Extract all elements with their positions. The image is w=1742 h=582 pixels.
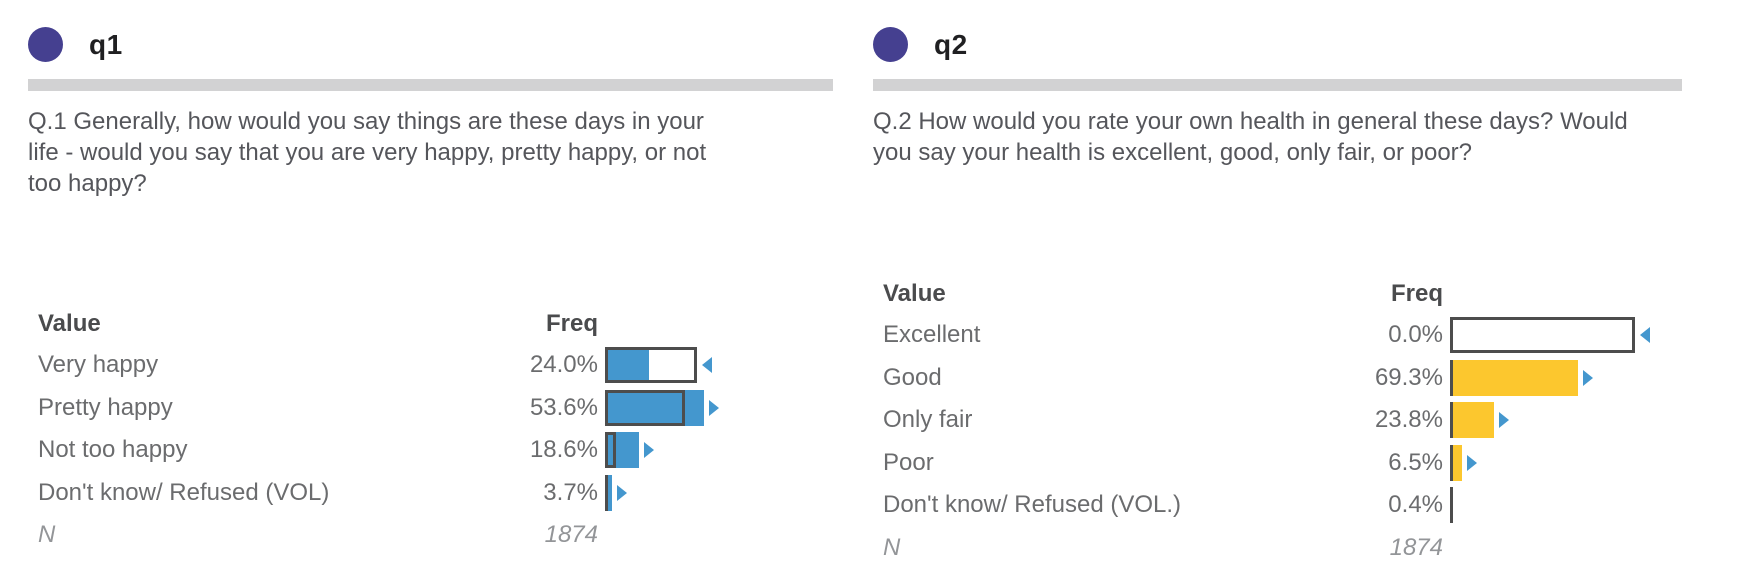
bar-fill <box>605 347 650 384</box>
table-row: Pretty happy 53.6% <box>28 387 833 430</box>
change-marker-right-icon <box>616 484 627 501</box>
table-row: Good 69.3% <box>873 357 1682 400</box>
frequency-table: Value Freq Very happy 24.0% Pretty happy 53… <box>28 310 833 557</box>
value-label: Poor <box>883 448 934 476</box>
bar-fill <box>605 474 612 511</box>
reference-box <box>605 474 608 511</box>
question-card-q1: q1 Q.1 Generally, how would you say thin… <box>28 0 833 582</box>
table-header-row: Value Freq <box>873 280 1682 314</box>
bar-column-spacer <box>605 310 833 346</box>
freq-value: 24.0% <box>529 351 598 379</box>
variable-name[interactable]: q2 <box>934 28 968 60</box>
table-row: Don't know/ Refused (VOL) 3.7% <box>28 472 833 515</box>
freq-bar[interactable] <box>1450 317 1682 354</box>
table-row: Don't know/ Refused (VOL.) 0.4% <box>873 484 1682 527</box>
bar-column-spacer <box>1450 280 1682 316</box>
variable-type-icon[interactable] <box>873 27 908 62</box>
change-marker-right-icon <box>644 442 655 459</box>
n-value: 1874 <box>544 521 598 549</box>
header-divider <box>873 79 1682 91</box>
bar-fill <box>1450 444 1463 481</box>
freq-value: 23.8% <box>1374 406 1443 434</box>
question-text: Q.1 Generally, how would you say things … <box>28 108 707 197</box>
freq-bar[interactable] <box>605 432 833 469</box>
reference-box <box>1450 402 1453 439</box>
reference-box <box>605 389 685 426</box>
table-row: Excellent 0.0% <box>873 314 1682 357</box>
freq-value: 6.5% <box>1388 448 1443 476</box>
value-column-header: Value <box>883 280 946 307</box>
n-row: N 1874 <box>28 514 833 557</box>
reference-box <box>1450 359 1453 396</box>
change-marker-left-icon <box>1640 327 1650 344</box>
question-text: Q.2 How would you rate your own health i… <box>873 108 1628 166</box>
value-label: Don't know/ Refused (VOL) <box>38 478 330 506</box>
value-label: Don't know/ Refused (VOL.) <box>883 491 1182 519</box>
bar-fill <box>1450 402 1495 439</box>
freq-bar[interactable] <box>1450 444 1682 481</box>
table-body: Excellent 0.0% Good 69.3% Only fair 23.8% Poor… <box>873 314 1682 527</box>
card-header: q1 <box>28 27 123 62</box>
frequency-table: Value Freq Excellent 0.0% Good 69.3% Only fa… <box>873 280 1682 569</box>
bar-fill <box>1450 359 1579 396</box>
freq-value: 0.0% <box>1388 321 1443 349</box>
reference-box <box>1450 444 1453 481</box>
n-label: N <box>38 521 56 549</box>
freq-bar[interactable] <box>1450 487 1682 524</box>
freq-column-header: Freq <box>1390 280 1443 307</box>
freq-value: 0.4% <box>1388 491 1443 519</box>
table-body: Very happy 24.0% Pretty happy 53.6% Not too … <box>28 344 833 514</box>
header-divider <box>28 79 833 91</box>
variable-name[interactable]: q1 <box>89 28 123 60</box>
value-label: Not too happy <box>38 436 188 464</box>
change-marker-right-icon <box>1583 369 1594 386</box>
value-label: Very happy <box>38 351 159 379</box>
change-marker-right-icon <box>1499 412 1510 429</box>
freq-value: 3.7% <box>543 478 598 506</box>
freq-bar[interactable] <box>1450 402 1682 439</box>
table-row: Very happy 24.0% <box>28 344 833 387</box>
freq-bar[interactable] <box>605 389 833 426</box>
n-value: 1874 <box>1389 533 1443 561</box>
variable-type-icon[interactable] <box>28 27 63 62</box>
freq-column-header: Freq <box>545 310 598 337</box>
freq-value: 69.3% <box>1374 363 1443 391</box>
reference-box <box>1450 487 1453 524</box>
value-label: Excellent <box>883 321 981 349</box>
reference-box <box>1450 317 1635 354</box>
freq-bar[interactable] <box>1450 359 1682 396</box>
question-card-q2: q2 Q.2 How would you rate your own healt… <box>873 0 1682 582</box>
table-row: Only fair 23.8% <box>873 399 1682 442</box>
n-row: N 1874 <box>873 527 1682 570</box>
change-marker-left-icon <box>701 357 712 374</box>
bar-fill <box>605 389 705 426</box>
value-label: Only fair <box>883 406 973 434</box>
n-label: N <box>883 533 901 561</box>
reference-box <box>605 347 697 384</box>
table-row: Not too happy 18.6% <box>28 429 833 472</box>
change-marker-right-icon <box>1467 454 1478 471</box>
value-column-header: Value <box>38 310 101 337</box>
freq-bar[interactable] <box>605 474 833 511</box>
bar-fill <box>605 432 640 469</box>
freq-value: 53.6% <box>529 393 598 421</box>
card-header: q2 <box>873 27 968 62</box>
value-label: Good <box>883 363 942 391</box>
freq-bar[interactable] <box>605 347 833 384</box>
value-label: Pretty happy <box>38 393 173 421</box>
reference-box <box>605 432 616 469</box>
table-header-row: Value Freq <box>28 310 833 344</box>
freq-value: 18.6% <box>529 436 598 464</box>
change-marker-right-icon <box>709 399 720 416</box>
table-row: Poor 6.5% <box>873 442 1682 485</box>
